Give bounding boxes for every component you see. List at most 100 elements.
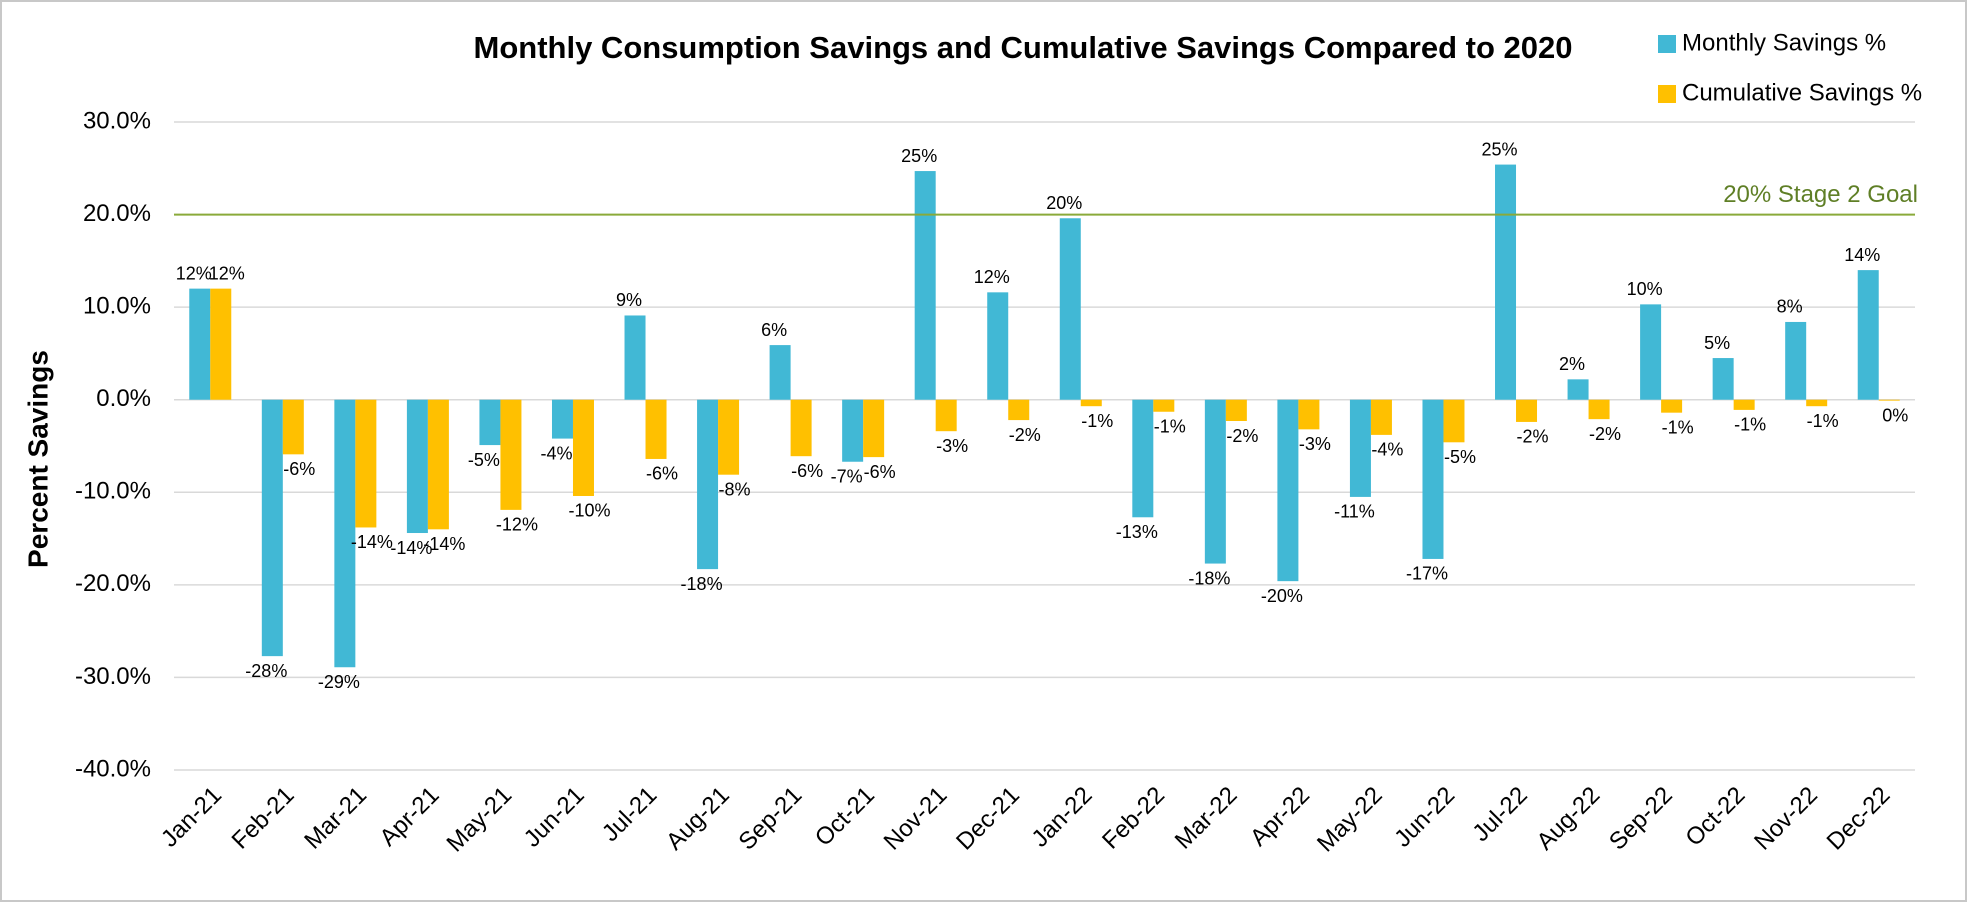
data-label: -3% (1299, 434, 1331, 454)
data-label: 25% (1482, 139, 1518, 159)
legend-swatch (1658, 85, 1676, 103)
bar (1277, 399, 1299, 582)
bar (1712, 358, 1734, 400)
data-label: -14% (351, 532, 393, 552)
bar (1733, 399, 1755, 410)
data-label: 9% (616, 290, 642, 310)
data-label: -13% (1116, 522, 1158, 542)
data-label: -2% (1589, 424, 1621, 444)
bar (1806, 399, 1828, 407)
bar (1878, 399, 1900, 401)
data-label: -1% (1807, 411, 1839, 431)
data-label: -10% (568, 501, 610, 521)
y-tick-label: -20.0% (75, 570, 151, 597)
data-label: 12% (974, 267, 1010, 287)
data-label: -6% (283, 459, 315, 479)
chart-title: Monthly Consumption Savings and Cumulati… (474, 30, 1573, 65)
data-label: -28% (245, 661, 287, 681)
bar (1225, 399, 1247, 422)
legend-label: Monthly Savings % (1682, 29, 1886, 56)
legend-label: Cumulative Savings % (1682, 79, 1922, 106)
bar (282, 399, 304, 455)
bar (1857, 270, 1879, 400)
bar (1370, 399, 1392, 435)
bar (1059, 218, 1081, 400)
data-label: -1% (1154, 416, 1186, 436)
data-label: 20% (1046, 193, 1082, 213)
data-label: 2% (1559, 354, 1585, 374)
data-label: -1% (1734, 415, 1766, 435)
data-label: -12% (496, 515, 538, 535)
data-label: -3% (936, 436, 968, 456)
bar (935, 399, 957, 432)
bar (697, 399, 719, 570)
data-label: 12% (176, 263, 212, 283)
bar (1204, 399, 1226, 564)
legend-swatch (1658, 35, 1676, 53)
bar (1080, 399, 1102, 407)
data-label: -5% (468, 450, 500, 470)
y-tick-label: 20.0% (83, 200, 151, 227)
data-label: 0% (1882, 405, 1908, 425)
bar (334, 399, 356, 668)
bar (210, 288, 232, 400)
bar (1443, 399, 1465, 443)
bar (261, 399, 283, 657)
bar (645, 399, 667, 459)
bar (790, 399, 812, 457)
bar (479, 399, 501, 446)
bar (842, 399, 864, 462)
bar (624, 315, 646, 400)
data-label: -7% (831, 466, 863, 486)
data-label: 25% (901, 146, 937, 166)
data-label: -17% (1406, 564, 1448, 584)
data-label: -6% (791, 461, 823, 481)
data-label: -1% (1662, 417, 1694, 437)
data-label: -18% (681, 574, 723, 594)
data-label: 14% (1844, 245, 1880, 265)
y-tick-label: 30.0% (83, 107, 151, 134)
bar (987, 292, 1009, 400)
data-label: 8% (1777, 297, 1803, 317)
data-label: 10% (1627, 279, 1663, 299)
goal-label: 20% Stage 2 Goal (1723, 181, 1918, 208)
bar (1153, 399, 1175, 412)
bar (1640, 304, 1662, 400)
bar (1132, 399, 1154, 518)
bar (769, 345, 791, 400)
y-tick-label: 10.0% (83, 292, 151, 319)
data-label: 6% (761, 320, 787, 340)
data-label: -1% (1081, 411, 1113, 431)
bar (914, 171, 936, 400)
y-tick-label: -30.0% (75, 663, 151, 690)
data-label: -20% (1261, 586, 1303, 606)
y-tick-label: -40.0% (75, 755, 151, 782)
bar (1785, 321, 1807, 400)
data-label: 12% (209, 263, 245, 283)
data-label: -2% (1009, 425, 1041, 445)
bar (1516, 399, 1538, 422)
bar (500, 399, 522, 510)
data-label: -29% (318, 672, 360, 692)
bar (1567, 379, 1589, 400)
bar (1495, 164, 1517, 400)
y-axis-label: Percent Savings (22, 350, 53, 568)
data-label: -8% (719, 479, 751, 499)
bar (1349, 399, 1371, 497)
data-label: -4% (1371, 440, 1403, 460)
data-label: -18% (1188, 568, 1230, 588)
bar (1661, 399, 1683, 413)
bar (572, 399, 594, 496)
data-label: -14% (390, 538, 432, 558)
data-label: 5% (1704, 333, 1730, 353)
data-label: -5% (1444, 447, 1476, 467)
data-label: -6% (864, 462, 896, 482)
data-label: -11% (1334, 502, 1375, 522)
bar (355, 399, 377, 528)
bar (189, 288, 211, 400)
data-label: -6% (646, 464, 678, 484)
bar (427, 399, 449, 530)
bar (718, 399, 740, 475)
